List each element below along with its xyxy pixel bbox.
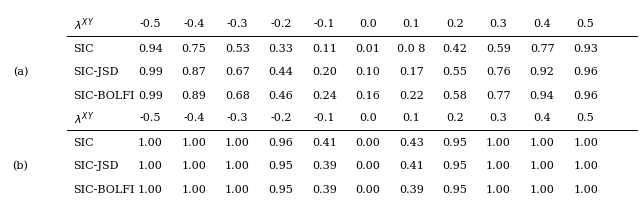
- Text: (b): (b): [13, 161, 28, 171]
- Text: 1.00: 1.00: [573, 138, 598, 148]
- Text: 0.95: 0.95: [443, 185, 467, 195]
- Text: 0.39: 0.39: [399, 185, 424, 195]
- Text: SIC: SIC: [74, 44, 94, 54]
- Text: 0.01: 0.01: [356, 44, 380, 54]
- Text: 0.96: 0.96: [573, 67, 598, 78]
- Text: 0.16: 0.16: [356, 91, 380, 101]
- Text: 1.00: 1.00: [225, 185, 250, 195]
- Text: 0.3: 0.3: [490, 19, 508, 30]
- Text: 0.96: 0.96: [573, 91, 598, 101]
- Text: 1.00: 1.00: [573, 161, 598, 171]
- Text: -0.1: -0.1: [314, 113, 335, 123]
- Text: 1.00: 1.00: [486, 138, 511, 148]
- Text: 0.4: 0.4: [533, 113, 551, 123]
- Text: 0.95: 0.95: [443, 138, 467, 148]
- Text: 1.00: 1.00: [138, 185, 163, 195]
- Text: 0.0: 0.0: [359, 113, 377, 123]
- Text: -0.4: -0.4: [183, 113, 205, 123]
- Text: 0.39: 0.39: [312, 161, 337, 171]
- Text: 0.4: 0.4: [533, 19, 551, 30]
- Text: SIC-JSD: SIC-JSD: [74, 67, 119, 78]
- Text: SIC-BOLFI: SIC-BOLFI: [74, 91, 135, 101]
- Text: 0.1: 0.1: [403, 19, 420, 30]
- Text: 1.00: 1.00: [573, 185, 598, 195]
- Text: (a): (a): [13, 67, 28, 78]
- Text: 1.00: 1.00: [530, 185, 554, 195]
- Text: 1.00: 1.00: [486, 161, 511, 171]
- Text: -0.5: -0.5: [140, 19, 161, 30]
- Text: 1.00: 1.00: [182, 185, 206, 195]
- Text: 0.53: 0.53: [225, 44, 250, 54]
- Text: 0.46: 0.46: [269, 91, 293, 101]
- Text: SIC-BOLFI: SIC-BOLFI: [74, 185, 135, 195]
- Text: 0.41: 0.41: [312, 138, 337, 148]
- Text: $\lambda^{XY}$: $\lambda^{XY}$: [74, 110, 94, 127]
- Text: 1.00: 1.00: [138, 161, 163, 171]
- Text: -0.1: -0.1: [314, 19, 335, 30]
- Text: 0.00: 0.00: [356, 138, 380, 148]
- Text: 0.39: 0.39: [312, 185, 337, 195]
- Text: 1.00: 1.00: [182, 161, 206, 171]
- Text: 0.55: 0.55: [443, 67, 467, 78]
- Text: -0.3: -0.3: [227, 19, 248, 30]
- Text: 0.3: 0.3: [490, 113, 508, 123]
- Text: 0.94: 0.94: [530, 91, 554, 101]
- Text: 1.00: 1.00: [225, 161, 250, 171]
- Text: 0.42: 0.42: [443, 44, 467, 54]
- Text: 0.95: 0.95: [269, 161, 293, 171]
- Text: 0.93: 0.93: [573, 44, 598, 54]
- Text: 0.75: 0.75: [182, 44, 206, 54]
- Text: 0.24: 0.24: [312, 91, 337, 101]
- Text: 0.44: 0.44: [269, 67, 293, 78]
- Text: 0.00: 0.00: [356, 185, 380, 195]
- Text: 1.00: 1.00: [182, 138, 206, 148]
- Text: -0.3: -0.3: [227, 113, 248, 123]
- Text: 0.96: 0.96: [269, 138, 293, 148]
- Text: 0.10: 0.10: [356, 67, 380, 78]
- Text: 1.00: 1.00: [225, 138, 250, 148]
- Text: 0.5: 0.5: [577, 113, 595, 123]
- Text: 0.99: 0.99: [138, 91, 163, 101]
- Text: -0.2: -0.2: [270, 19, 292, 30]
- Text: 0.00: 0.00: [356, 161, 380, 171]
- Text: 1.00: 1.00: [138, 138, 163, 148]
- Text: 0.58: 0.58: [443, 91, 467, 101]
- Text: 0.92: 0.92: [530, 67, 554, 78]
- Text: 0.43: 0.43: [399, 138, 424, 148]
- Text: 0.77: 0.77: [486, 91, 511, 101]
- Text: 0.76: 0.76: [486, 67, 511, 78]
- Text: 0.11: 0.11: [312, 44, 337, 54]
- Text: 0.2: 0.2: [446, 19, 464, 30]
- Text: 0.67: 0.67: [225, 67, 250, 78]
- Text: 1.00: 1.00: [530, 138, 554, 148]
- Text: 0.94: 0.94: [138, 44, 163, 54]
- Text: $\lambda^{XY}$: $\lambda^{XY}$: [74, 16, 94, 33]
- Text: SIC-JSD: SIC-JSD: [74, 161, 119, 171]
- Text: 0.20: 0.20: [312, 67, 337, 78]
- Text: 0.1: 0.1: [403, 113, 420, 123]
- Text: 0.17: 0.17: [399, 67, 424, 78]
- Text: 0.5: 0.5: [577, 19, 595, 30]
- Text: 1.00: 1.00: [486, 185, 511, 195]
- Text: 0.59: 0.59: [486, 44, 511, 54]
- Text: 0.2: 0.2: [446, 113, 464, 123]
- Text: 0.95: 0.95: [443, 161, 467, 171]
- Text: 0.95: 0.95: [269, 185, 293, 195]
- Text: 0.87: 0.87: [182, 67, 206, 78]
- Text: SIC: SIC: [74, 138, 94, 148]
- Text: -0.5: -0.5: [140, 113, 161, 123]
- Text: -0.2: -0.2: [270, 113, 292, 123]
- Text: -0.4: -0.4: [183, 19, 205, 30]
- Text: 0.89: 0.89: [182, 91, 206, 101]
- Text: 0.0 8: 0.0 8: [397, 44, 426, 54]
- Text: 0.41: 0.41: [399, 161, 424, 171]
- Text: 0.77: 0.77: [530, 44, 554, 54]
- Text: 1.00: 1.00: [530, 161, 554, 171]
- Text: 0.0: 0.0: [359, 19, 377, 30]
- Text: 0.33: 0.33: [269, 44, 293, 54]
- Text: 0.99: 0.99: [138, 67, 163, 78]
- Text: 0.22: 0.22: [399, 91, 424, 101]
- Text: 0.68: 0.68: [225, 91, 250, 101]
